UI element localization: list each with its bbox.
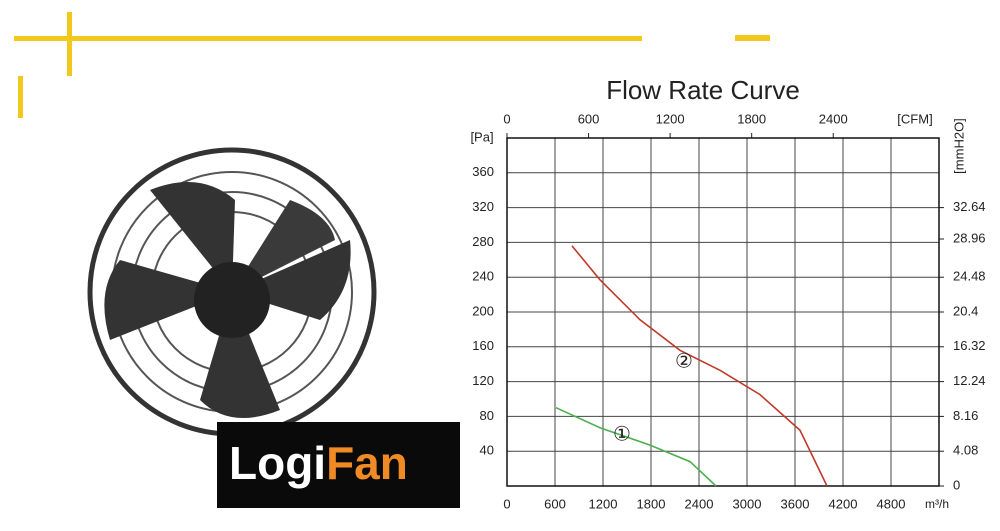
y2-tick-label: 4.08 — [953, 443, 978, 458]
y-tick-label: 200 — [472, 303, 494, 318]
y2-tick-label: 0 — [953, 477, 960, 492]
logo-part: Fan — [326, 437, 408, 489]
logo-part: Logi — [229, 437, 326, 489]
x-tick-label: 3600 — [781, 496, 810, 511]
x2-axis-label: [CFM] — [897, 111, 932, 126]
y-tick-label: 320 — [472, 199, 494, 214]
curve — [571, 245, 828, 487]
plot-frame — [506, 137, 940, 487]
y2-tick-label: 20.4 — [953, 303, 978, 318]
x-tick-label: 600 — [544, 496, 566, 511]
curve — [555, 406, 717, 487]
deco-line — [67, 12, 72, 76]
y-tick-label: 160 — [472, 338, 494, 353]
x-tick-label: 4200 — [829, 496, 858, 511]
y2-tick-label: 24.48 — [953, 269, 986, 284]
curve-label: ① — [613, 423, 631, 445]
x-tick-label: 2400 — [685, 496, 714, 511]
x-tick-label: 3000 — [733, 496, 762, 511]
deco-line — [735, 35, 770, 41]
curve-label: ② — [675, 350, 693, 372]
x-tick-label: 0 — [503, 496, 510, 511]
y2-tick-label: 32.64 — [953, 199, 986, 214]
y2-tick-label: 8.16 — [953, 408, 978, 423]
logo-text: LogiFan — [229, 437, 408, 489]
y-tick-label: 120 — [472, 373, 494, 388]
x2-tick-label: 2400 — [819, 111, 848, 126]
y2-axis-label: [mmH2O] — [951, 118, 966, 174]
x2-tick-label: 1200 — [656, 111, 685, 126]
x2-tick-label: 1800 — [737, 111, 766, 126]
y-tick-label: 40 — [480, 443, 494, 458]
x2-tick-label: 0 — [503, 111, 510, 126]
y-axis-label: [Pa] — [470, 129, 493, 144]
deco-line — [14, 36, 642, 41]
x2-tick-label: 600 — [578, 111, 600, 126]
y-tick-label: 80 — [480, 408, 494, 423]
deco-line — [18, 76, 23, 118]
fan-photo — [87, 147, 377, 437]
y-tick-label: 280 — [472, 234, 494, 249]
y2-tick-label: 16.32 — [953, 338, 986, 353]
logo-box — [217, 422, 460, 508]
y2-tick-label: 12.24 — [953, 373, 986, 388]
y2-tick-label: 28.96 — [953, 230, 986, 245]
chart-title: Flow Rate Curve — [606, 75, 800, 105]
x-tick-label: 4800 — [877, 496, 906, 511]
x-tick-label: 1200 — [589, 496, 618, 511]
x-axis-label: m³/h — [925, 497, 949, 511]
y-tick-label: 240 — [472, 269, 494, 284]
x-tick-label: 1800 — [637, 496, 666, 511]
y-tick-label: 360 — [472, 164, 494, 179]
